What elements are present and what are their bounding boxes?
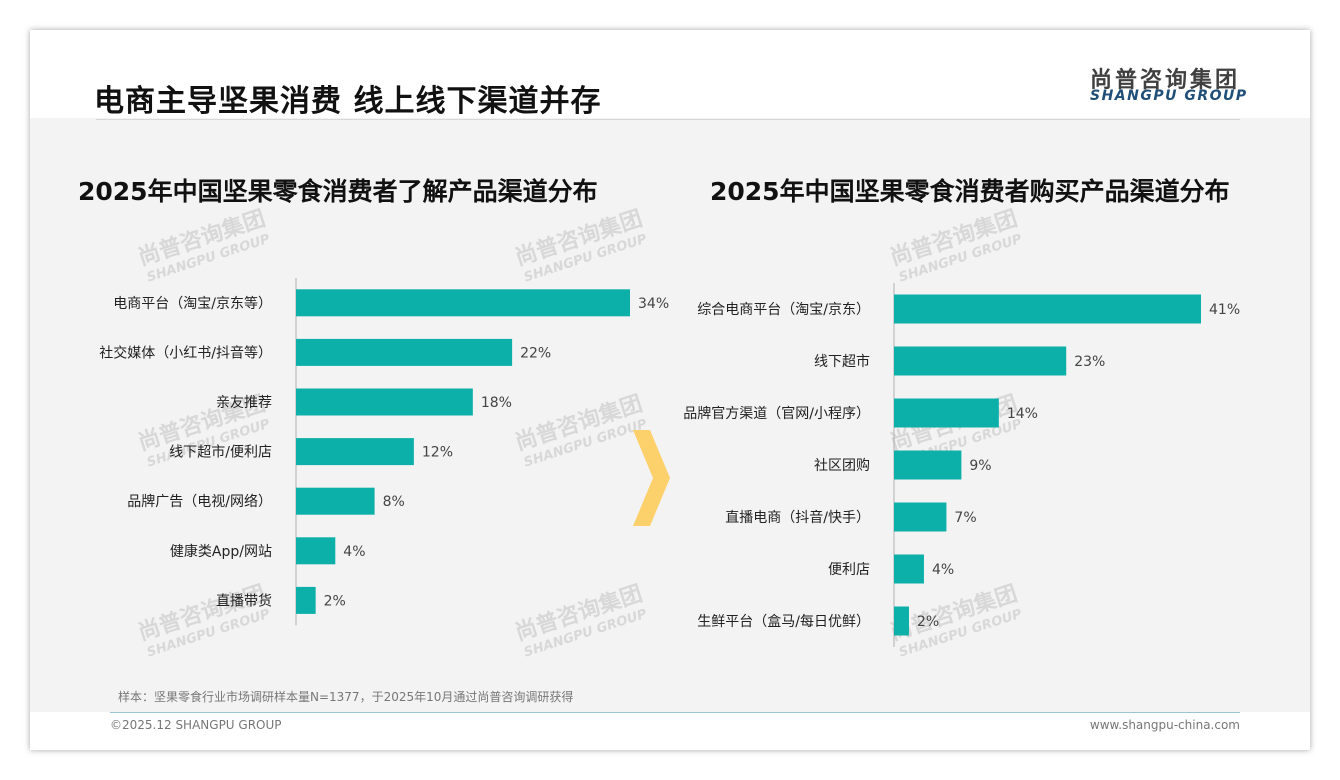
header-band	[30, 30, 1310, 118]
category-label: 品牌官方渠道（官网/小程序）	[683, 405, 870, 422]
header-divider	[96, 119, 1240, 120]
bar	[894, 606, 909, 636]
slide: 尚普咨询集团 SHANGPU GROUP 尚普咨询集团 SHANGPU GROUP …	[30, 30, 1310, 750]
category-label: 便利店	[828, 562, 870, 578]
category-label: 社交媒体（小红书/抖音等）	[99, 344, 272, 361]
chart-title-purchase: 2025年中国坚果零食消费者购买产品渠道分布	[710, 177, 1230, 206]
bar	[296, 388, 473, 416]
category-label: 品牌广告（电视/网络）	[127, 493, 272, 510]
category-label: 综合电商平台（淘宝/京东）	[697, 302, 870, 318]
bar	[894, 450, 962, 480]
value-label: 4%	[343, 544, 365, 560]
bar	[296, 586, 316, 614]
website-url: www.shangpu-china.com	[1089, 718, 1240, 732]
value-label: 2%	[324, 593, 346, 609]
brand-logo-en: SHANGPU GROUP	[1090, 88, 1248, 104]
bar	[296, 438, 414, 466]
value-label: 9%	[969, 458, 991, 474]
value-label: 34%	[638, 296, 669, 312]
chart-awareness-channels: 电商平台（淘宝/京东等） 34% 社交媒体（小红书/抖音等） 22% 亲友推荐 18% 线下…	[99, 278, 669, 626]
value-label: 18%	[481, 395, 512, 411]
right-arrow-icon	[633, 430, 670, 526]
bar	[894, 294, 1201, 324]
bar	[296, 537, 336, 565]
value-label: 2%	[917, 614, 939, 630]
source-note: 样本：坚果零食行业市场调研样本量N=1377，于2025年10月通过尚普咨询调研…	[118, 690, 574, 704]
value-label: 8%	[383, 494, 405, 510]
value-label: 23%	[1074, 354, 1105, 370]
footer-divider	[110, 712, 1240, 713]
bar	[894, 398, 999, 428]
chart-purchase-channels: 综合电商平台（淘宝/京东） 41% 线下超市 23% 品牌官方渠道（官网/小程序） 14%…	[683, 283, 1240, 647]
category-label: 线下超市	[814, 353, 870, 370]
value-label: 7%	[954, 510, 976, 526]
category-label: 社区团购	[814, 458, 870, 474]
category-label: 线下超市/便利店	[169, 444, 272, 461]
bar	[894, 554, 924, 584]
category-label: 亲友推荐	[216, 395, 272, 411]
category-label: 生鲜平台（盒马/每日优鲜）	[697, 613, 870, 630]
value-label: 12%	[422, 445, 453, 461]
value-label: 14%	[1007, 406, 1038, 422]
bar	[894, 502, 947, 532]
bar	[296, 338, 513, 366]
chart-title-awareness: 2025年中国坚果零食消费者了解产品渠道分布	[78, 177, 598, 206]
page-title: 电商主导坚果消费 线上线下渠道并存	[94, 84, 602, 119]
category-label: 直播电商（抖音/快手）	[725, 509, 870, 526]
bar	[296, 487, 375, 515]
category-label: 电商平台（淘宝/京东等）	[113, 295, 272, 312]
copyright: ©2025.12 SHANGPU GROUP	[110, 718, 282, 732]
category-label: 直播带货	[216, 592, 272, 609]
value-label: 41%	[1209, 302, 1240, 318]
bar	[894, 346, 1067, 376]
value-label: 4%	[932, 562, 954, 578]
charts-canvas: 电商平台（淘宝/京东等） 34% 社交媒体（小红书/抖音等） 22% 亲友推荐 18% 线下…	[99, 278, 1240, 647]
brand-logo-cn: 尚普咨询集团	[1090, 68, 1241, 93]
bar	[296, 289, 630, 317]
footer-band	[30, 712, 1310, 750]
value-label: 22%	[520, 345, 551, 361]
category-label: 健康类App/网站	[170, 543, 272, 560]
